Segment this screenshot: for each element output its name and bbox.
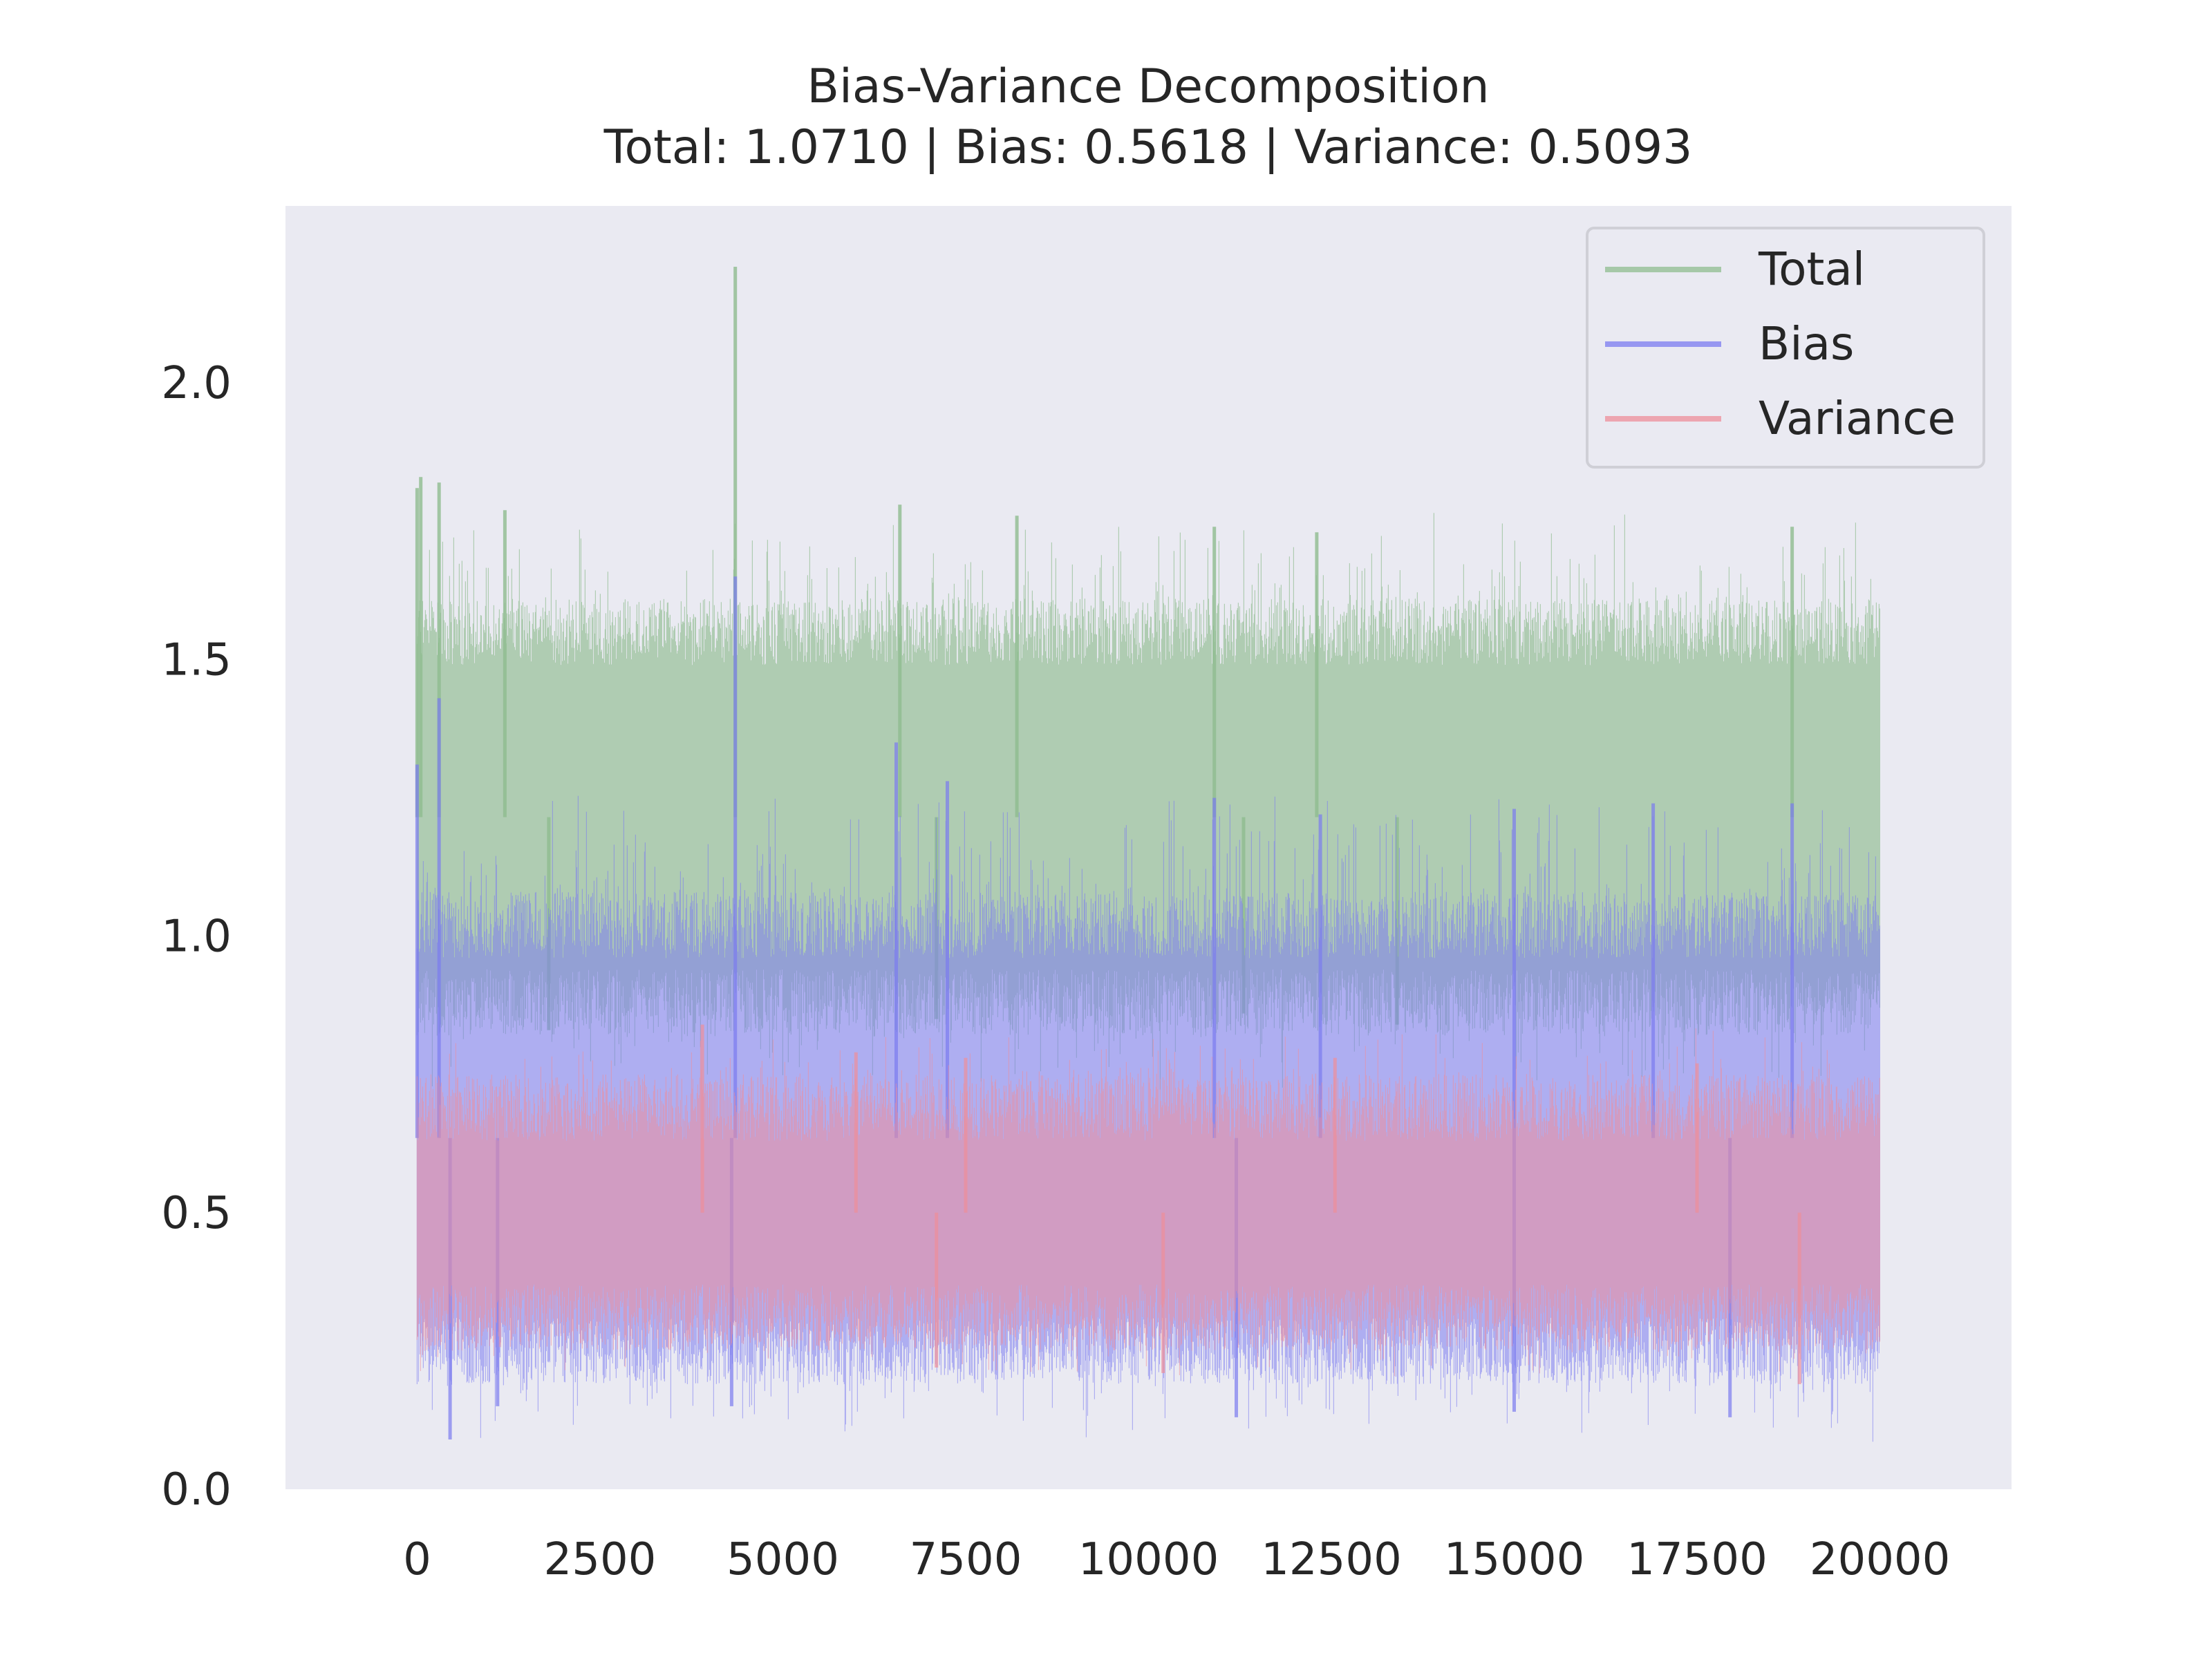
- x-axis: 0 2500 5000 7500 10000 12500 15000 17500 20000: [403, 1534, 1950, 1585]
- series-variance-extremes: [700, 1024, 1801, 1384]
- y-tick-label: 2.0: [161, 358, 232, 409]
- chart-subtitle: Total: 1.0710 | Bias: 0.5618 | Variance:…: [603, 120, 1693, 175]
- legend-label-variance: Variance: [1759, 392, 1956, 445]
- y-tick-label: 0.5: [161, 1188, 232, 1239]
- x-tick-label: 10000: [1078, 1534, 1219, 1585]
- legend-box: [1586, 227, 1985, 469]
- y-tick-label: 1.0: [161, 912, 232, 963]
- x-tick-label: 7500: [910, 1534, 1022, 1585]
- legend: Total Bias Variance: [1586, 227, 1985, 469]
- series-variance-line: [416, 1028, 1880, 1377]
- chart-title: Bias-Variance Decomposition: [807, 59, 1489, 114]
- x-tick-label: 20000: [1810, 1534, 1951, 1585]
- y-axis: 0.0 0.5 1.0 1.5 2.0: [161, 358, 232, 1515]
- series-layer: [415, 267, 1880, 1442]
- legend-label-total: Total: [1758, 243, 1865, 296]
- y-tick-label: 0.0: [161, 1464, 232, 1515]
- x-tick-label: 15000: [1444, 1534, 1585, 1585]
- series-variance: [416, 1024, 1880, 1384]
- x-tick-label: 0: [403, 1534, 431, 1585]
- x-tick-label: 2500: [544, 1534, 657, 1585]
- y-tick-label: 1.5: [161, 634, 232, 686]
- x-tick-label: 17500: [1627, 1534, 1768, 1585]
- x-tick-label: 12500: [1261, 1534, 1402, 1585]
- legend-label-bias: Bias: [1759, 317, 1854, 370]
- x-tick-label: 5000: [727, 1534, 839, 1585]
